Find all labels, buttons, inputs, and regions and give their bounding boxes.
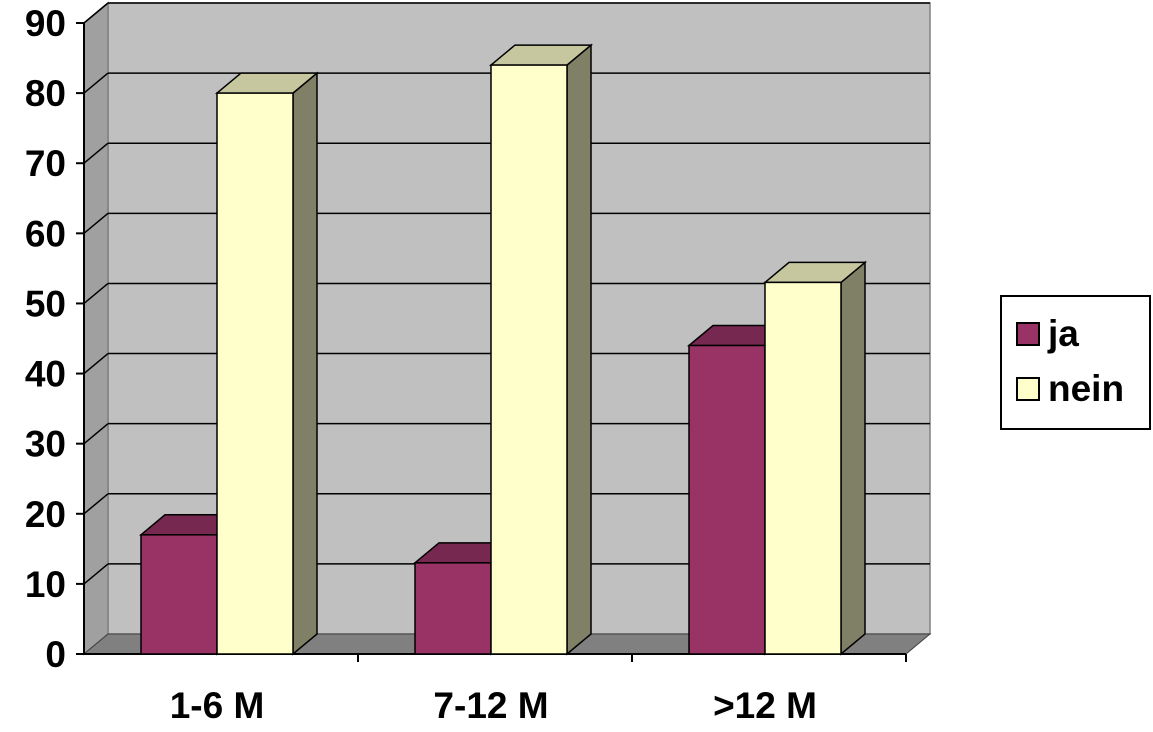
gridline-depth [83,142,109,164]
y-tick-label: 30 [25,424,66,465]
y-tick-label: 0 [45,634,66,675]
legend-item-nein: nein [1016,368,1125,409]
legend-swatch-ja [1016,322,1040,346]
bar-ja [140,534,218,655]
y-tick-label: 70 [25,143,66,184]
bar-nein [216,92,294,655]
gridline-depth [83,2,109,24]
x-tick-label: 1-6 M [170,685,265,726]
y-tick-label: 20 [25,494,66,535]
y-tick-label: 10 [25,564,66,605]
gridline-depth [83,493,109,515]
bar-nein [490,64,568,655]
legend-item-ja: ja [1016,313,1079,354]
y-tick-label: 90 [25,3,66,44]
x-tick-label: >12 M [713,685,817,726]
bar-side-nein [292,71,318,656]
gridline-depth [83,352,109,375]
bar-nein [764,281,842,655]
gridline-depth [83,282,109,305]
y-tick-label: 80 [25,73,66,114]
gridline-depth [83,72,109,94]
gridline-depth [83,563,109,585]
y-tick-label: 60 [25,213,66,254]
bar-side-nein [840,260,866,656]
bar-side-nein [566,43,592,656]
x-tick-label: 7-12 M [433,685,548,726]
legend-label-ja: ja [1048,313,1079,354]
y-tick-label: 50 [25,283,66,324]
legend-swatch-nein [1016,377,1040,401]
gridline-depth [83,212,109,234]
bar-ja [688,344,766,655]
legend-label-nein: nein [1048,368,1125,409]
chart-side-wall [83,1,109,656]
y-tick-label: 40 [25,354,66,395]
legend: ja nein [1000,295,1151,430]
gridline-depth [83,423,109,445]
bar-ja [414,562,492,655]
